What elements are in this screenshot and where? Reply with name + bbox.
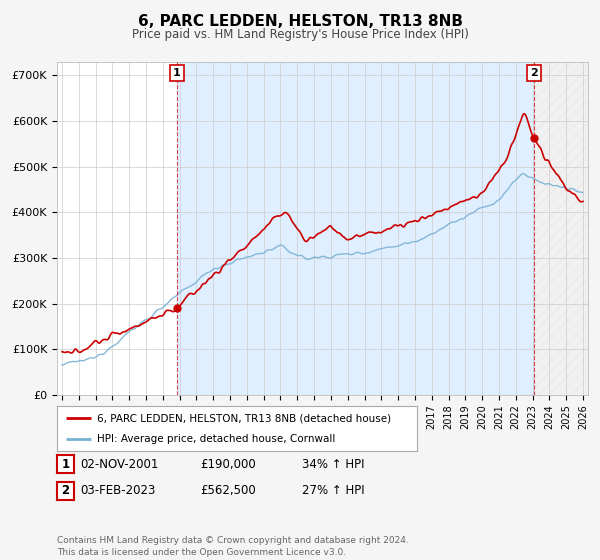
Text: £562,500: £562,500 <box>200 484 256 497</box>
Text: 6, PARC LEDDEN, HELSTON, TR13 8NB: 6, PARC LEDDEN, HELSTON, TR13 8NB <box>137 14 463 29</box>
Text: £190,000: £190,000 <box>200 458 256 471</box>
Text: 1: 1 <box>173 68 181 78</box>
Text: 03-FEB-2023: 03-FEB-2023 <box>80 484 155 497</box>
Text: 02-NOV-2001: 02-NOV-2001 <box>80 458 158 471</box>
Bar <box>534 62 588 395</box>
Text: 27% ↑ HPI: 27% ↑ HPI <box>302 484 364 497</box>
Text: Price paid vs. HM Land Registry's House Price Index (HPI): Price paid vs. HM Land Registry's House … <box>131 28 469 41</box>
Text: 34% ↑ HPI: 34% ↑ HPI <box>302 458 364 471</box>
Text: 6, PARC LEDDEN, HELSTON, TR13 8NB (detached house): 6, PARC LEDDEN, HELSTON, TR13 8NB (detac… <box>97 413 391 423</box>
Text: Contains HM Land Registry data © Crown copyright and database right 2024.
This d: Contains HM Land Registry data © Crown c… <box>57 536 409 557</box>
Bar <box>177 62 534 395</box>
Text: 2: 2 <box>530 68 538 78</box>
Text: HPI: Average price, detached house, Cornwall: HPI: Average price, detached house, Corn… <box>97 433 335 444</box>
Text: 1: 1 <box>61 458 70 471</box>
Text: 2: 2 <box>61 484 70 497</box>
